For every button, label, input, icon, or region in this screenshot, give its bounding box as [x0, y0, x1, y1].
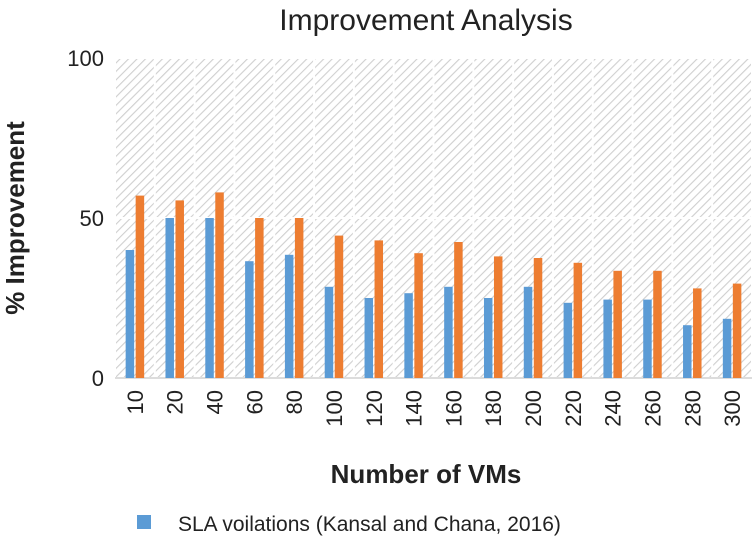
bar-series-2-80 [294, 218, 304, 378]
bar-series-1-20 [165, 218, 174, 378]
bar-series-1-180 [483, 298, 493, 378]
bar-series-2-60 [255, 218, 264, 378]
bar-series-1-10 [125, 250, 135, 378]
bar-series-2-240 [613, 270, 622, 378]
bar-series-2-260 [653, 270, 662, 378]
bar-series-1-80 [284, 254, 294, 378]
x-tick-label: 20 [163, 390, 188, 414]
x-tick-label: 260 [640, 390, 665, 427]
bar-series-1-280 [683, 325, 692, 378]
x-axis-ticks: 10 20 40 60 80 100 120 140 160 180 200 220 240 260 280… [123, 390, 745, 427]
x-tick-label: 100 [322, 390, 347, 427]
x-tick-label: 40 [203, 390, 228, 414]
bar-series-2-40 [215, 192, 224, 378]
x-tick-label: 120 [362, 390, 387, 427]
x-tick-label: 10 [123, 390, 148, 414]
bar-series-2-20 [175, 200, 184, 378]
x-tick-label: 160 [441, 390, 466, 427]
chart-title: Improvement Analysis [279, 4, 572, 37]
bar-series-2-300 [732, 283, 742, 378]
bar-series-2-180 [493, 256, 503, 378]
bar-series-1-120 [364, 298, 374, 378]
bar-series-2-10 [135, 195, 145, 378]
legend: SLA voilations (Kansal and Chana, 2016) [137, 513, 561, 536]
x-tick-label: 300 [720, 390, 745, 427]
legend-label-series-1: SLA voilations (Kansal and Chana, 2016) [178, 513, 561, 536]
bar-series-2-200 [533, 258, 543, 378]
x-tick-label: 60 [242, 390, 267, 414]
bar-series-1-160 [444, 286, 453, 378]
x-tick-label: 80 [282, 390, 307, 414]
y-tick-label: 50 [80, 206, 104, 231]
bar-series-1-260 [643, 299, 652, 378]
bar-series-2-140 [414, 253, 423, 378]
y-tick-label: 100 [67, 46, 104, 71]
bar-series-2-220 [573, 262, 583, 378]
x-tick-label: 220 [561, 390, 586, 427]
bar-series-1-60 [245, 261, 254, 378]
bar-series-2-160 [454, 242, 463, 378]
bar-series-1-140 [404, 293, 413, 378]
x-tick-label: 200 [521, 390, 546, 427]
bar-series-1-300 [722, 318, 732, 378]
x-tick-label: 180 [481, 390, 506, 427]
x-axis-title: Number of VMs [331, 459, 522, 489]
y-tick-label: 0 [92, 366, 104, 391]
bar-series-2-100 [334, 235, 344, 378]
bar-series-1-100 [324, 286, 334, 378]
x-tick-label: 240 [601, 390, 626, 427]
bar-series-1-220 [563, 302, 573, 378]
x-tick-label: 140 [402, 390, 427, 427]
bars [125, 192, 742, 378]
bar-series-1-40 [205, 218, 214, 378]
y-axis-title: % Improvement [0, 121, 30, 315]
legend-swatch-series-1 [137, 515, 151, 529]
bar-series-2-280 [693, 288, 702, 378]
bar-series-2-120 [374, 240, 384, 378]
bar-series-1-200 [523, 286, 533, 378]
bar-series-1-240 [603, 299, 612, 378]
x-tick-label: 280 [680, 390, 705, 427]
y-axis-ticks: 0 50 100 [67, 46, 104, 391]
